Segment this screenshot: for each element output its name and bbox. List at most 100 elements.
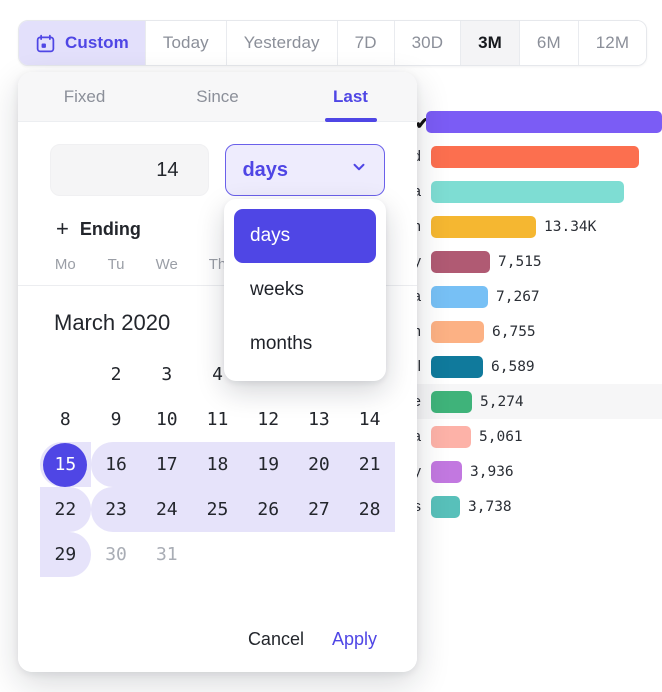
unit-select-value: days: [242, 158, 289, 181]
chart-bar[interactable]: [431, 215, 536, 238]
unit-option-weeks-label: weeks: [250, 279, 304, 300]
weekday-we: We: [155, 256, 178, 273]
range-preset-30d[interactable]: 30D: [394, 21, 462, 65]
calendar-day[interactable]: 8: [59, 409, 71, 430]
calendar-grid: 2345678910111213141516171819202122232425…: [40, 352, 395, 577]
tab-fixed[interactable]: Fixed: [18, 72, 151, 121]
check-icon: ✔: [415, 114, 430, 133]
amount-input[interactable]: 14: [50, 144, 210, 196]
calendar-day[interactable]: 2: [110, 364, 122, 385]
last-n-controls: 14 days: [18, 122, 417, 196]
calendar-day[interactable]: 20: [293, 442, 345, 487]
tab-last[interactable]: Last: [284, 72, 417, 121]
calendar-day[interactable]: 31: [155, 544, 178, 565]
tab-since[interactable]: Since: [151, 72, 284, 121]
unit-option-months-label: months: [250, 333, 313, 354]
calendar-day[interactable]: 12: [257, 409, 280, 430]
calendar-icon: [35, 33, 56, 54]
range-preset-30d-label: 30D: [411, 33, 444, 52]
ending-label: Ending: [79, 218, 141, 239]
range-preset-today-label: Today: [162, 33, 209, 52]
range-preset-7d-label: 7D: [354, 33, 377, 52]
calendar-scroll-area[interactable]: March 2020 23456789101112131415161718192…: [18, 286, 417, 613]
calendar-day[interactable]: 13: [308, 409, 330, 430]
calendar-day[interactable]: 3: [161, 364, 173, 385]
chart-bar[interactable]: [431, 495, 460, 518]
chart-bar[interactable]: [431, 390, 472, 413]
range-preset-12m-label: 12M: [595, 33, 630, 52]
weekday-tu: Tu: [107, 256, 125, 273]
calendar-day[interactable]: 9: [110, 409, 122, 430]
chart-bar-value: 6,589: [491, 358, 535, 375]
cancel-button[interactable]: Cancel: [247, 629, 304, 649]
calendar-day[interactable]: 18: [192, 442, 243, 487]
chart-bar[interactable]: [431, 425, 471, 448]
range-preset-yesterday-label: Yesterday: [243, 33, 320, 52]
tab-fixed-label: Fixed: [63, 86, 106, 106]
calendar-day[interactable]: 21: [344, 442, 395, 487]
plus-icon: +: [56, 216, 69, 241]
range-preset-6m[interactable]: 6M: [519, 21, 579, 65]
range-preset-6m-label: 6M: [536, 33, 561, 52]
calendar-day[interactable]: 17: [141, 442, 193, 487]
calendar-day[interactable]: 25: [192, 487, 243, 532]
calendar-day-blank: [40, 352, 91, 397]
unit-select[interactable]: days: [225, 144, 385, 196]
calendar-day[interactable]: 29: [40, 532, 91, 577]
chevron-down-icon: [350, 158, 368, 182]
chart-row[interactable]: m6,755: [353, 314, 662, 349]
calendar-day[interactable]: 30: [105, 544, 127, 565]
unit-option-days-label: days: [250, 225, 291, 246]
chart-bar-value: 3,936: [470, 463, 514, 480]
calendar-day[interactable]: 4: [212, 364, 223, 385]
range-preset-custom[interactable]: Custom: [19, 21, 146, 65]
month-title: March 2020: [54, 310, 171, 335]
unit-option-weeks[interactable]: weeks: [234, 263, 376, 317]
chart-bar-value: 7,267: [496, 288, 540, 305]
unit-option-days[interactable]: days: [234, 209, 376, 263]
chart-bar[interactable]: [431, 180, 624, 203]
chart-bar-value: 5,274: [480, 393, 524, 410]
calendar-day-selected: 15: [43, 442, 88, 487]
range-preset-7d[interactable]: 7D: [337, 21, 395, 65]
chart-bar[interactable]: [431, 285, 488, 308]
calendar-day[interactable]: 11: [206, 409, 229, 430]
chart-bar[interactable]: [431, 355, 483, 378]
range-preset-yesterday[interactable]: Yesterday: [226, 21, 338, 65]
chart-bar[interactable]: [426, 110, 662, 133]
chart-bar[interactable]: [431, 250, 490, 273]
range-preset-12m[interactable]: 12M: [578, 21, 647, 65]
chart-bar[interactable]: [431, 320, 484, 343]
calendar-day[interactable]: 23: [90, 487, 142, 532]
range-preset-custom-label: Custom: [65, 33, 129, 52]
calendar-day[interactable]: 27: [293, 487, 345, 532]
range-preset-today[interactable]: Today: [145, 21, 227, 65]
chart-bar-value: 3,738: [468, 498, 512, 515]
calendar-day[interactable]: 26: [242, 487, 294, 532]
calendar-day[interactable]: 10: [155, 409, 178, 430]
weekday-th: Th: [208, 256, 227, 273]
apply-button[interactable]: Apply: [331, 629, 377, 649]
tab-last-label: Last: [333, 86, 368, 106]
calendar-day[interactable]: 24: [141, 487, 193, 532]
unit-dropdown-menu: days weeks months: [224, 199, 386, 381]
tab-since-label: Since: [196, 86, 239, 106]
chart-bar[interactable]: [431, 145, 639, 168]
chart-bar-value: 6,755: [492, 323, 536, 340]
ending-toggle[interactable]: + Ending: [18, 196, 417, 256]
calendar-day[interactable]: 16: [90, 442, 142, 487]
calendar-day[interactable]: 28: [344, 487, 395, 532]
calendar-day[interactable]: 15: [40, 442, 91, 487]
calendar-day[interactable]: 19: [242, 442, 294, 487]
range-preset-3m[interactable]: 3M: [461, 21, 520, 65]
chart-bar[interactable]: [431, 460, 462, 483]
chart-bar-value: 5,061: [479, 428, 523, 445]
calendar-day[interactable]: 14: [358, 409, 381, 430]
chart-bar-value: 13.34K: [544, 218, 597, 235]
chart-bar-value: 7,515: [498, 253, 542, 270]
calendar-day[interactable]: 22: [40, 487, 91, 532]
unit-option-months[interactable]: months: [234, 317, 376, 371]
amount-input-value: 14: [156, 158, 179, 181]
range-preset-bar: Custom Today Yesterday 7D 30D 3M 6M 12M: [18, 20, 648, 66]
